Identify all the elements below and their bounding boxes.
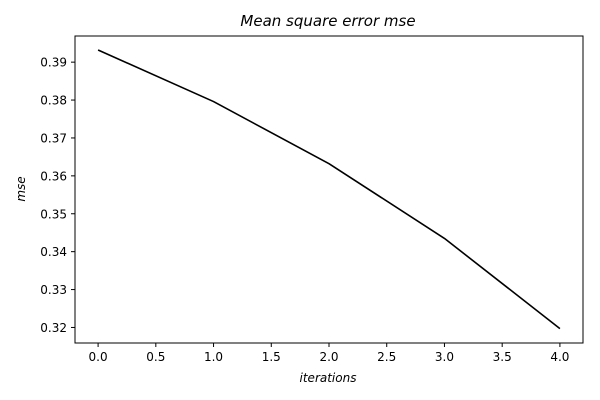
y-tick-label: 0.37 (40, 131, 67, 145)
x-tick-label: 3.0 (435, 350, 454, 364)
y-tick-label: 0.33 (40, 283, 67, 297)
x-tick-label: 1.0 (204, 350, 223, 364)
y-tick-label: 0.38 (40, 94, 67, 108)
y-axis-title: mse (14, 176, 28, 201)
x-tick-label: 2.0 (319, 350, 338, 364)
plot-area: 0.0 0.5 1.0 1.5 2.0 2.5 3.0 3.5 4.0 0.32 0.33 0.34 0… (40, 35, 584, 364)
y-tick-label: 0.39 (40, 56, 67, 70)
x-tick-label: 4.0 (550, 350, 569, 364)
x-tick-label: 2.5 (377, 350, 396, 364)
x-tick-label: 0.0 (89, 350, 108, 364)
y-tick-label: 0.34 (40, 245, 67, 259)
x-axis-title: iterations (300, 371, 357, 385)
chart-title: Mean square error mse (240, 12, 415, 30)
series-line-mse (97, 49, 561, 330)
plot-frame (74, 35, 584, 344)
x-tick-label: 3.5 (493, 350, 512, 364)
y-tick-label: 0.36 (40, 169, 67, 183)
x-tick-label: 1.5 (262, 350, 281, 364)
y-tick-label: 0.32 (40, 321, 67, 335)
x-tick-label: 0.5 (146, 350, 165, 364)
y-tick-label: 0.35 (40, 207, 67, 221)
